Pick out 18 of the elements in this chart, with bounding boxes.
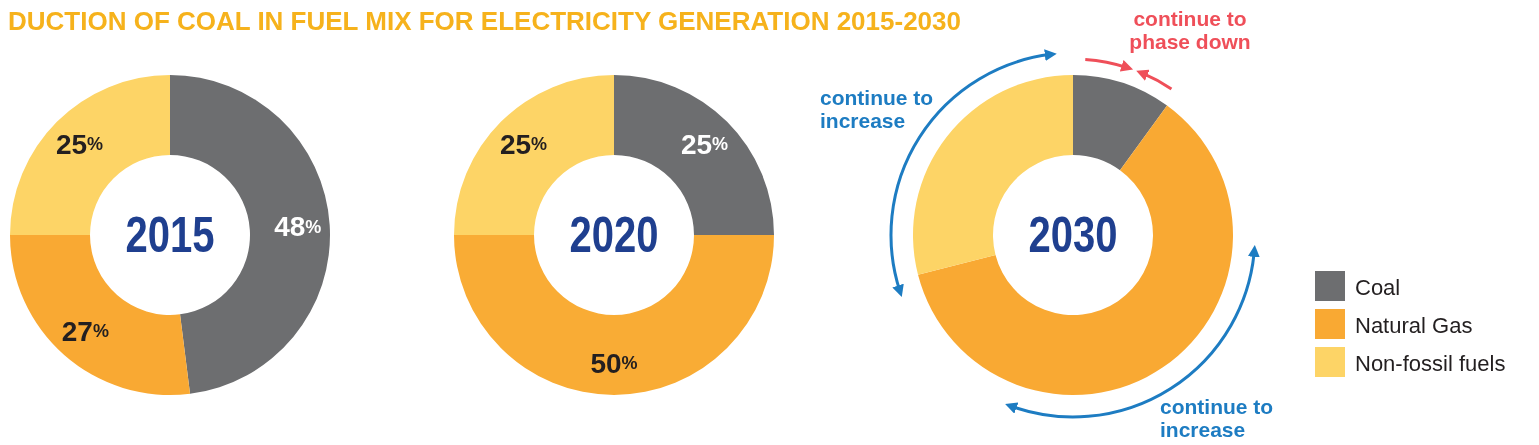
data-label: 25% <box>55 128 104 160</box>
data-label: 48% <box>274 211 322 243</box>
legend-label: Coal <box>1355 274 1401 300</box>
text: continue to increase <box>820 86 934 132</box>
donut-slice <box>1073 75 1168 171</box>
data-label: 25% <box>499 128 548 160</box>
data-label: 50% <box>590 347 638 379</box>
data-label: 27% <box>61 315 109 347</box>
text: 2020 <box>569 206 659 264</box>
text: continue to increase <box>1160 395 1274 441</box>
legend-label: Non-fossil fuels <box>1355 350 1506 376</box>
data-label: 25% <box>680 128 729 160</box>
donut-slice <box>918 105 1233 395</box>
legend-label: Natural Gas <box>1355 312 1473 338</box>
text: 2030 <box>1028 206 1118 264</box>
text: 2015 <box>125 206 215 264</box>
text: DUCTION OF COAL IN FUEL MIX FOR ELECTRICITY GENERATION 2015-2030 <box>8 6 961 36</box>
text: continue to phase down <box>1129 7 1251 53</box>
